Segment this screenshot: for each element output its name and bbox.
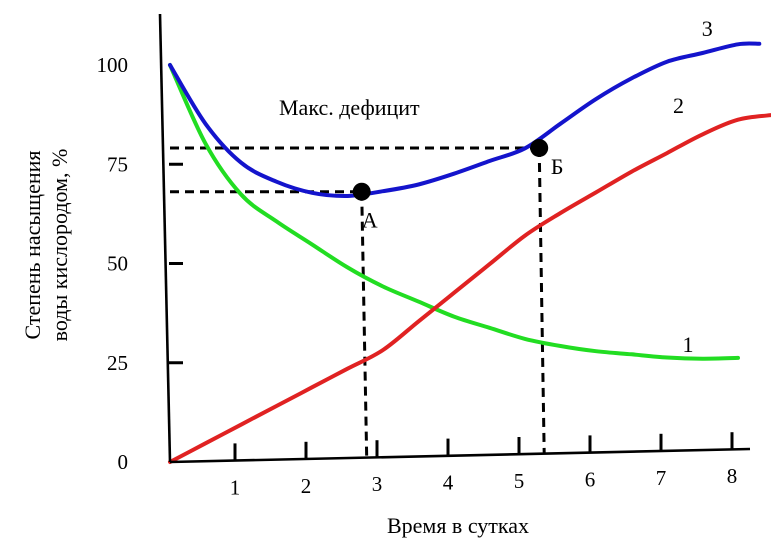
x-tick-label-6: 6 — [585, 467, 596, 491]
point-Б-vertical-guide — [537, 147, 546, 454]
x-tick-label-3: 3 — [372, 472, 383, 496]
axes — [158, 13, 751, 464]
y-tick-label-25: 25 — [107, 351, 128, 375]
y-axis-title-line-2: воды кислородом, % — [47, 149, 72, 342]
y-tick-label-75: 75 — [107, 152, 128, 176]
x-tick-label-5: 5 — [514, 469, 525, 493]
y-tick-label-100: 100 — [97, 53, 129, 77]
series-3-line — [168, 41, 762, 199]
x-tick-label-7: 7 — [656, 466, 667, 490]
series-1-label: 1 — [683, 332, 694, 357]
series-2-line — [168, 113, 771, 464]
x-tick-label-8: 8 — [727, 464, 738, 488]
series-1-line — [168, 63, 740, 361]
max-deficit-annotation: Макс. дефицит — [279, 95, 420, 120]
y-axis-title-line-1: Степень насыщения — [20, 150, 45, 339]
point-Б-label: Б — [551, 154, 564, 179]
series-2-label: 2 — [673, 93, 684, 118]
x-axis-title: Время в сутках — [387, 513, 529, 538]
axis-ticks: 1 2 3 4 5 6 7 8 0 25 50 75 100 — [97, 53, 738, 499]
y-axis-title: Степень насыщения воды кислородом, % — [20, 149, 72, 342]
text-labels: Время в сутках Степень насыщения воды ки… — [20, 16, 713, 538]
point-А-label: А — [362, 208, 378, 233]
x-tick-label-2: 2 — [301, 474, 312, 498]
point-А-marker — [352, 182, 371, 201]
point-Б-marker — [530, 138, 549, 157]
marked-points: АБ — [352, 138, 564, 233]
y-tick-label-0: 0 — [118, 450, 129, 474]
series-3-label: 3 — [702, 16, 713, 41]
y-axis-line — [158, 13, 172, 463]
guide-lines — [170, 146, 546, 458]
x-tick-label-4: 4 — [443, 471, 454, 495]
y-tick-label-50: 50 — [107, 252, 128, 276]
x-axis-line — [169, 447, 751, 464]
x-tick-label-1: 1 — [230, 475, 241, 499]
series-lines — [168, 41, 771, 464]
